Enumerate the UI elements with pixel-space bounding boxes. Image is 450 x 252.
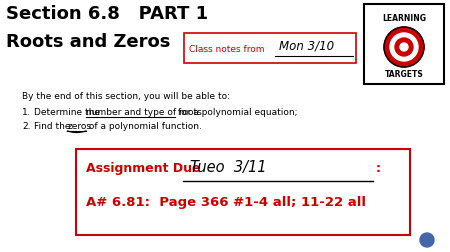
Text: Class notes from: Class notes from	[189, 44, 265, 53]
Text: Find the: Find the	[34, 121, 73, 131]
Text: for a polynomial equation;: for a polynomial equation;	[176, 108, 298, 116]
Circle shape	[400, 44, 408, 52]
Circle shape	[384, 28, 424, 68]
Text: number and type of roots: number and type of roots	[86, 108, 202, 116]
Circle shape	[420, 233, 434, 247]
Text: Assignment Due: Assignment Due	[86, 161, 201, 174]
Circle shape	[395, 39, 413, 57]
Text: A# 6.81:  Page 366 #1-4 all; 11-22 all: A# 6.81: Page 366 #1-4 all; 11-22 all	[86, 195, 366, 208]
Text: Determine the: Determine the	[34, 108, 103, 116]
Text: Section 6.8   PART 1: Section 6.8 PART 1	[6, 5, 208, 23]
Text: Roots and Zeros: Roots and Zeros	[6, 33, 171, 51]
Circle shape	[390, 34, 418, 62]
FancyBboxPatch shape	[184, 34, 356, 64]
FancyBboxPatch shape	[364, 5, 444, 85]
Text: Tueo  3/11: Tueo 3/11	[190, 159, 266, 174]
FancyBboxPatch shape	[76, 149, 410, 235]
Text: 2.: 2.	[22, 121, 31, 131]
Text: Mon 3/10: Mon 3/10	[279, 39, 334, 52]
Text: zeros: zeros	[68, 121, 91, 131]
Text: By the end of this section, you will be able to:: By the end of this section, you will be …	[22, 92, 230, 101]
Text: 1.: 1.	[22, 108, 31, 116]
Text: :: :	[376, 161, 381, 174]
Text: TARGETS: TARGETS	[385, 70, 423, 79]
Text: LEARNING: LEARNING	[382, 14, 426, 23]
Text: of a polynomial function.: of a polynomial function.	[86, 121, 202, 131]
